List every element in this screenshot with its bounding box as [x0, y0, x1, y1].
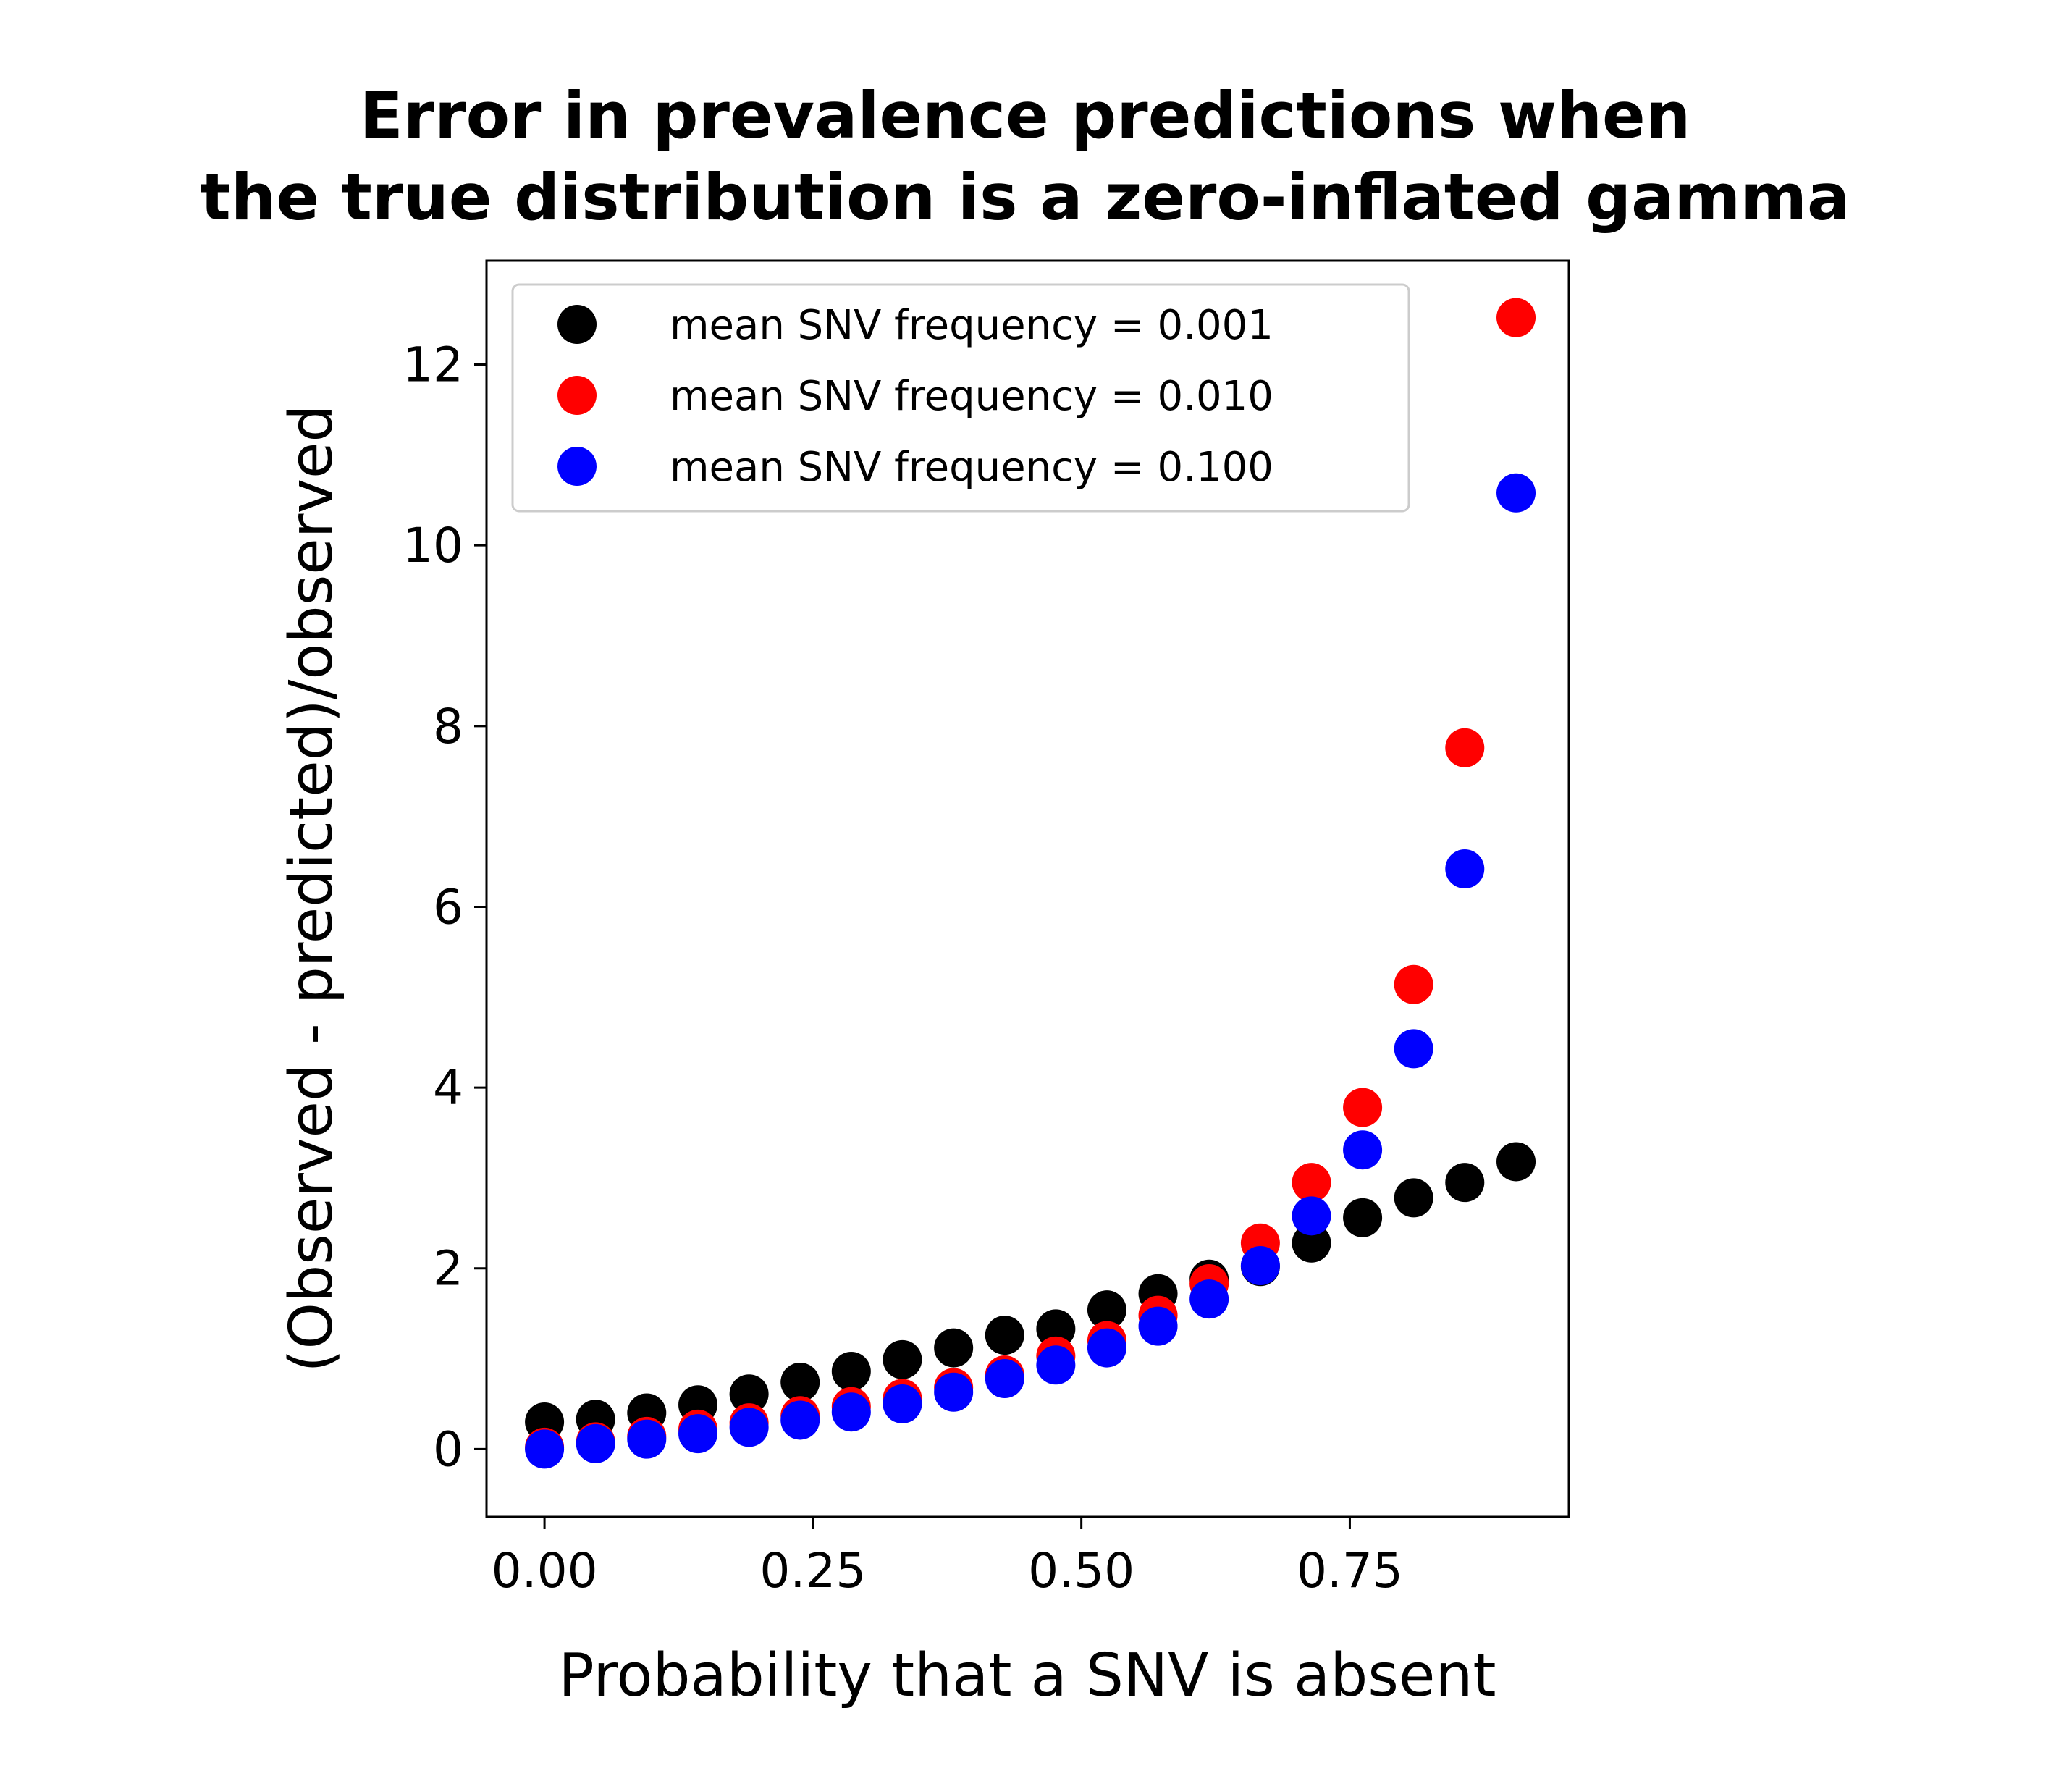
data-point [934, 1328, 974, 1368]
x-axis-label: Probability that a SNV is absent [558, 1641, 1496, 1710]
data-point [780, 1363, 820, 1402]
data-point [1394, 964, 1433, 1004]
y-axis-label: (Observed - predicted)/observed [277, 405, 346, 1373]
y-tick-label: 4 [433, 1060, 463, 1116]
x-tick-label: 0.00 [492, 1543, 598, 1599]
data-point [1087, 1328, 1126, 1368]
data-point [883, 1384, 922, 1423]
data-point [1496, 298, 1536, 337]
data-point [576, 1423, 615, 1463]
legend-entry-label: mean SNV frequency = 0.001 [670, 302, 1273, 349]
chart-title-line-2: the true distribution is a zero-inflated… [201, 160, 1850, 235]
data-point [1394, 1178, 1433, 1218]
legend-entry-label: mean SNV frequency = 0.010 [670, 373, 1273, 420]
data-point [1343, 1088, 1383, 1127]
y-tick-label: 8 [433, 699, 463, 754]
data-point [831, 1352, 871, 1392]
y-tick-label: 0 [433, 1421, 463, 1477]
data-point [1445, 1163, 1485, 1203]
legend-marker [557, 447, 597, 486]
legend-box [511, 283, 1410, 513]
x-axis-ticks: 0.00 0.25 0.50 0.75 [492, 1517, 1403, 1599]
data-point [1087, 1290, 1126, 1330]
y-tick-label: 10 [403, 518, 463, 573]
data-point [1445, 728, 1485, 767]
data-point [729, 1408, 769, 1447]
data-point [1292, 1223, 1331, 1263]
data-point [985, 1359, 1024, 1399]
data-point [1189, 1279, 1229, 1319]
y-tick-label: 6 [433, 879, 463, 935]
data-point [780, 1400, 820, 1440]
x-tick-label: 0.75 [1297, 1543, 1403, 1599]
x-tick-label: 0.25 [759, 1543, 866, 1599]
series-3 [525, 473, 1536, 1469]
data-point [1292, 1196, 1331, 1236]
data-point [1343, 1130, 1383, 1170]
legend-marker [557, 305, 597, 344]
data-point [883, 1339, 922, 1379]
y-tick-label: 2 [433, 1241, 463, 1297]
legend-entry-label: mean SNV frequency = 0.100 [670, 444, 1273, 491]
data-point [1343, 1198, 1383, 1237]
data-point [1292, 1163, 1331, 1203]
legend: mean SNV frequency = 0.001 mean SNV frequ… [511, 283, 1410, 513]
data-point [985, 1316, 1024, 1355]
data-point [831, 1392, 871, 1432]
data-point [627, 1419, 667, 1459]
legend-marker [557, 376, 597, 415]
y-axis-ticks: 0 2 4 6 8 10 12 [403, 337, 487, 1477]
y-tick-label: 12 [403, 337, 463, 393]
data-point [1036, 1345, 1076, 1385]
data-point [1496, 473, 1536, 513]
data-point [1496, 1142, 1536, 1182]
data-point [678, 1414, 718, 1454]
plot-frame [485, 259, 1570, 1518]
plot-area [525, 298, 1536, 1469]
data-point [1138, 1306, 1178, 1346]
chart-title-line-1: Error in prevalence predictions when [360, 78, 1691, 153]
data-point [1036, 1309, 1076, 1349]
data-point [1445, 849, 1485, 889]
data-point [525, 1429, 565, 1469]
data-point [729, 1374, 769, 1414]
data-point [1394, 1029, 1433, 1069]
x-tick-label: 0.50 [1028, 1543, 1134, 1599]
data-point [1240, 1246, 1280, 1285]
series-1 [525, 1142, 1536, 1442]
data-point [934, 1372, 974, 1412]
